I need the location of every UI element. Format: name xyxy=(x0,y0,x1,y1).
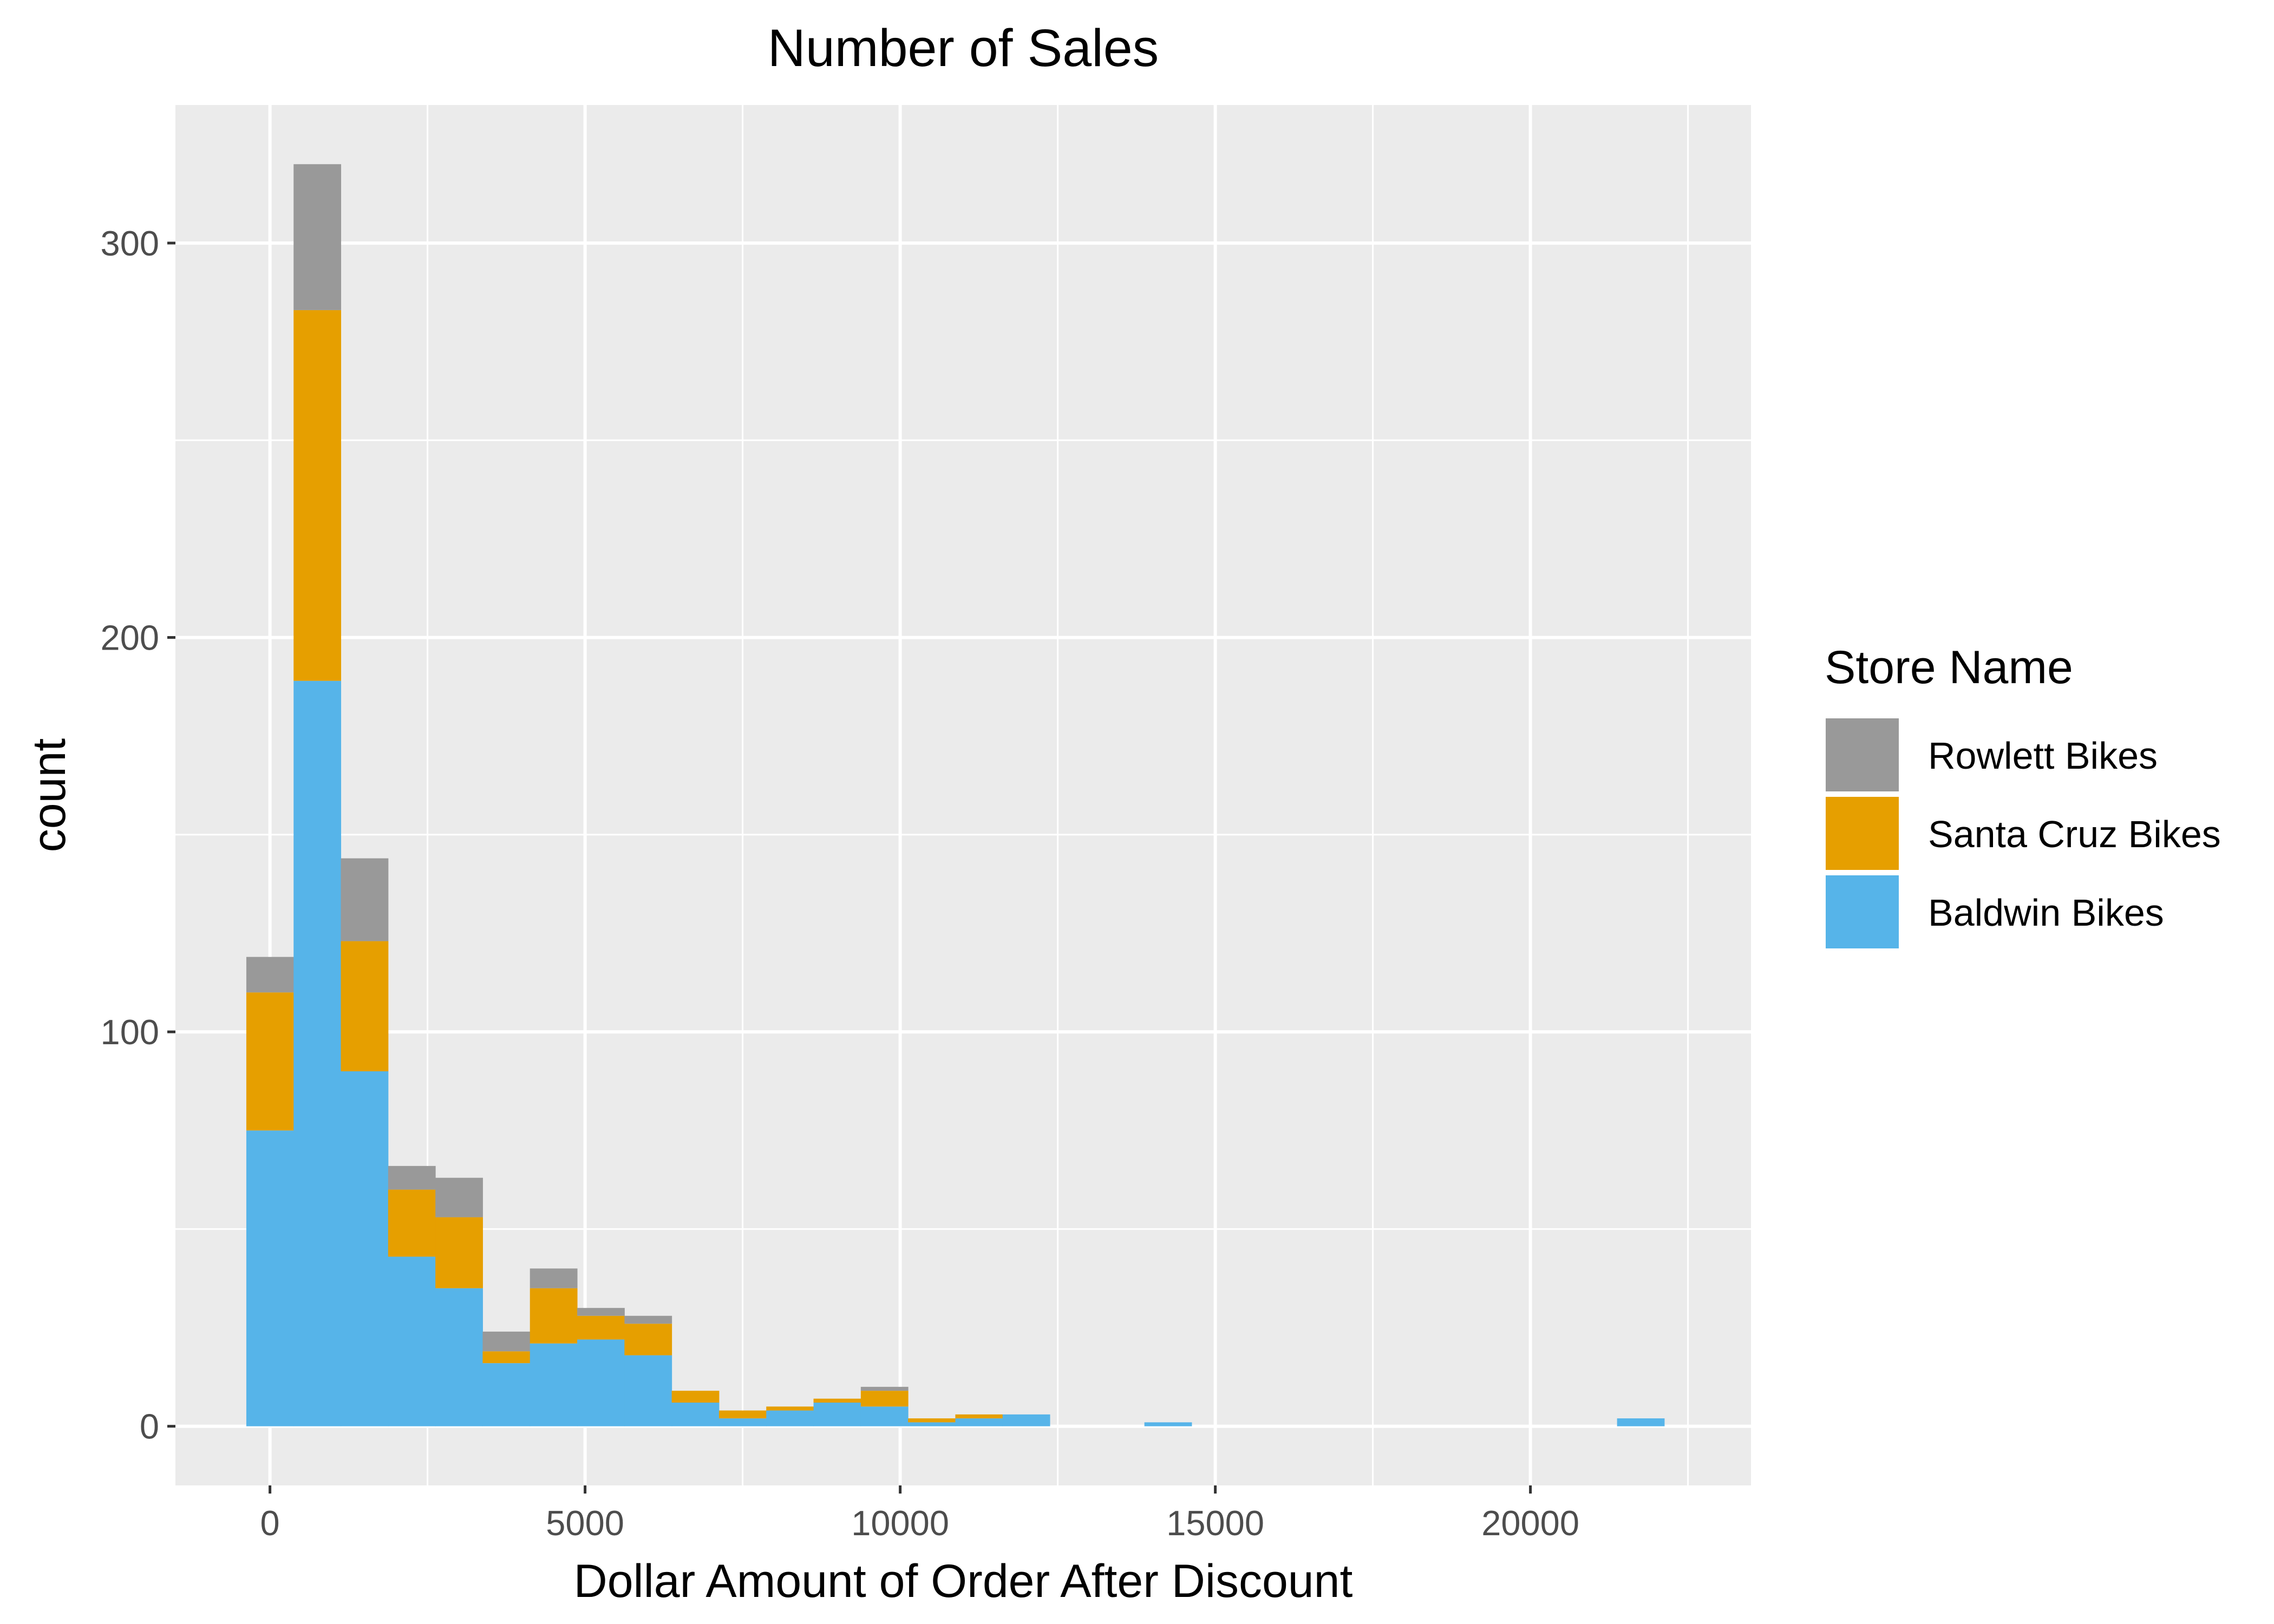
bar-segment-baldwin-bikes xyxy=(624,1355,672,1426)
bar-segment-santa-cruz-bikes xyxy=(435,1217,483,1288)
bar-segment-baldwin-bikes xyxy=(577,1339,625,1426)
x-axis-title: Dollar Amount of Order After Discount xyxy=(574,1555,1353,1607)
x-tick-label: 15000 xyxy=(1166,1503,1264,1543)
y-tick-label: 200 xyxy=(101,618,159,658)
bar-segment-santa-cruz-bikes xyxy=(860,1391,909,1407)
bar-segment-santa-cruz-bikes xyxy=(388,1189,436,1257)
bar-segment-rowlett-bikes xyxy=(293,164,342,310)
bar-segment-santa-cruz-bikes xyxy=(766,1406,814,1411)
bar-segment-baldwin-bikes xyxy=(341,1071,389,1426)
bar-segment-baldwin-bikes xyxy=(718,1418,767,1426)
bar-segment-rowlett-bikes xyxy=(860,1386,909,1391)
bar-segment-santa-cruz-bikes xyxy=(482,1351,531,1364)
bar-segment-santa-cruz-bikes xyxy=(341,941,389,1071)
bar-segment-santa-cruz-bikes xyxy=(955,1414,1003,1419)
x-tick-label: 20000 xyxy=(1481,1503,1579,1543)
bar-segment-baldwin-bikes xyxy=(1144,1422,1192,1426)
bar-segment-baldwin-bikes xyxy=(1617,1418,1665,1426)
bar-segment-baldwin-bikes xyxy=(435,1288,483,1426)
legend: Store Name Rowlett Bikes Santa Cruz Bikes… xyxy=(1825,641,2221,948)
legend-label: Rowlett Bikes xyxy=(1928,735,2158,777)
y-axis-title: count xyxy=(23,738,75,852)
bar-segment-baldwin-bikes xyxy=(766,1410,814,1426)
y-tick-label: 300 xyxy=(101,224,159,263)
bar-segment-baldwin-bikes xyxy=(388,1256,436,1426)
bar-segment-baldwin-bikes xyxy=(482,1363,531,1426)
chart-title: Number of Sales xyxy=(768,18,1159,77)
bar-segment-rowlett-bikes xyxy=(530,1268,578,1288)
legend-swatch xyxy=(1826,875,1899,948)
bar-segment-baldwin-bikes xyxy=(293,680,342,1426)
legend-entries: Rowlett Bikes Santa Cruz Bikes Baldwin Bik… xyxy=(1826,718,2221,948)
bar-segment-baldwin-bikes xyxy=(1002,1414,1050,1426)
bar-segment-santa-cruz-bikes xyxy=(530,1288,578,1344)
bar-segment-rowlett-bikes xyxy=(246,957,294,993)
bar-segment-santa-cruz-bikes xyxy=(293,310,342,681)
x-tick-label: 0 xyxy=(260,1503,280,1543)
bar-segment-santa-cruz-bikes xyxy=(246,992,294,1131)
bar-segment-baldwin-bikes xyxy=(955,1418,1003,1426)
bar-segment-baldwin-bikes xyxy=(246,1130,294,1426)
bars-layer xyxy=(246,164,1665,1426)
legend-swatch xyxy=(1826,718,1899,791)
bar-segment-baldwin-bikes xyxy=(813,1403,861,1426)
legend-label: Santa Cruz Bikes xyxy=(1928,813,2221,855)
y-tick-label: 100 xyxy=(101,1012,159,1052)
y-axis: 0 100 200 300 xyxy=(101,224,175,1446)
legend-title: Store Name xyxy=(1825,641,2073,693)
x-axis: 0 5000 10000 15000 20000 xyxy=(260,1485,1579,1543)
bar-segment-rowlett-bikes xyxy=(435,1177,483,1217)
x-tick-label: 5000 xyxy=(546,1503,624,1543)
bar-segment-rowlett-bikes xyxy=(482,1331,531,1352)
bar-segment-santa-cruz-bikes xyxy=(577,1315,625,1340)
legend-swatch xyxy=(1826,797,1899,870)
bar-segment-baldwin-bikes xyxy=(671,1403,720,1426)
bar-segment-santa-cruz-bikes xyxy=(671,1391,720,1403)
bar-segment-santa-cruz-bikes xyxy=(624,1324,672,1355)
bar-segment-baldwin-bikes xyxy=(908,1422,956,1426)
bar-segment-santa-cruz-bikes xyxy=(718,1410,767,1419)
y-tick-label: 0 xyxy=(140,1407,159,1446)
bar-segment-baldwin-bikes xyxy=(860,1406,909,1426)
legend-label: Baldwin Bikes xyxy=(1928,892,2164,934)
bar-segment-baldwin-bikes xyxy=(530,1343,578,1426)
bar-segment-santa-cruz-bikes xyxy=(908,1418,956,1423)
bar-segment-rowlett-bikes xyxy=(624,1315,672,1324)
bar-segment-rowlett-bikes xyxy=(577,1308,625,1316)
bar-segment-santa-cruz-bikes xyxy=(813,1398,861,1403)
bar-segment-rowlett-bikes xyxy=(341,858,389,941)
x-tick-label: 10000 xyxy=(851,1503,949,1543)
bar-segment-rowlett-bikes xyxy=(388,1165,436,1190)
